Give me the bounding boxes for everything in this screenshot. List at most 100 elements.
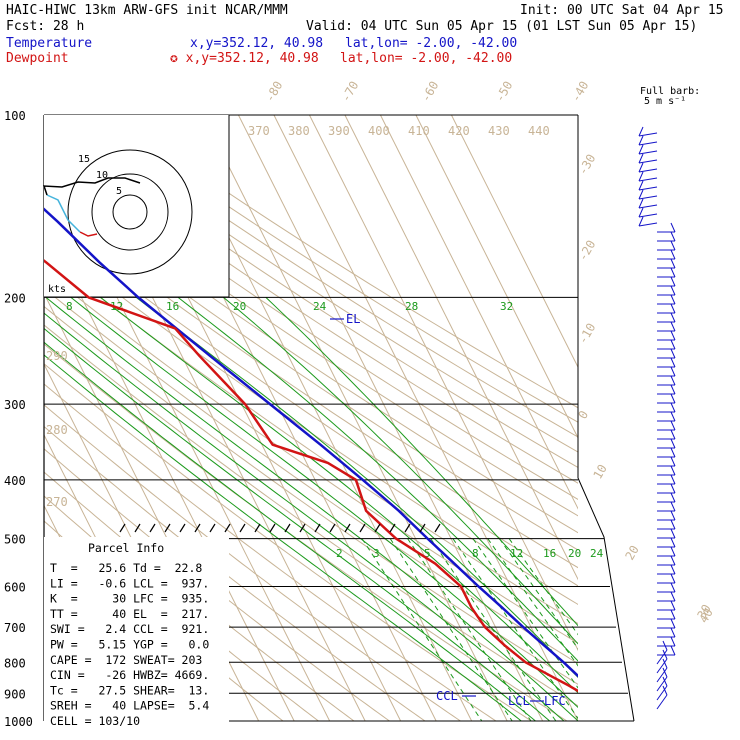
hodograph-trace-red <box>79 231 98 237</box>
parcel-markers: EL CCL LCL LFC <box>330 312 566 708</box>
tick-mark <box>284 523 291 533</box>
barb-flag <box>670 465 676 476</box>
isotherm-line <box>202 115 508 721</box>
barb-shaft <box>638 159 658 164</box>
parcel-row: CIN = -26 HWBZ= 4669. <box>50 668 209 682</box>
barb-key-line2: 5 m s⁻¹ <box>644 96 686 107</box>
barb-flag <box>670 303 676 314</box>
dry-adiabat <box>44 270 578 644</box>
barb-shaft <box>638 141 658 146</box>
pressure-label: 300 <box>4 398 26 412</box>
wind-barb <box>657 582 676 593</box>
wind-barb <box>638 162 658 173</box>
mixing-ratio-line <box>508 538 578 636</box>
barb-flag <box>670 312 676 323</box>
tick-mark <box>374 523 381 533</box>
barb-flag <box>670 321 676 332</box>
lcl-marker: LCL <box>508 694 530 708</box>
barb-flag <box>670 627 676 638</box>
theta-label: 280 <box>46 423 68 437</box>
wind-barb <box>657 393 676 404</box>
barb-flag <box>670 510 676 521</box>
barb-flag <box>670 420 676 431</box>
barb-shaft <box>656 676 668 692</box>
pressure-label: 1000 <box>4 715 33 729</box>
header-model-title: HAIC-HIWC 13km ARW-GFS init NCAR/MMM <box>6 3 288 18</box>
dry-adiabat <box>44 305 578 685</box>
isotherm-line <box>450 115 578 369</box>
parcel-row: SREH = 40 LAPSE= 5.4 <box>50 699 209 713</box>
isotherm-label: -80 <box>262 79 285 105</box>
dry-adiabat <box>44 220 578 587</box>
barb-flag <box>670 258 676 269</box>
isotherm-line <box>379 115 578 510</box>
theta-label: 290 <box>46 349 68 363</box>
tick-mark <box>149 523 156 533</box>
dry-adiabat <box>44 253 578 625</box>
wind-barb <box>657 492 676 503</box>
isotherm-line <box>273 115 578 721</box>
tick-mark <box>359 523 366 533</box>
mixing-ratio-label: 3 <box>373 547 380 560</box>
parcel-info-title: Parcel Info <box>88 541 164 555</box>
barb-flag <box>670 447 676 458</box>
wind-barb <box>657 240 676 251</box>
barb-flag <box>670 618 676 629</box>
wind-barbs <box>638 126 676 710</box>
barb-shaft <box>638 132 658 137</box>
pressure-label: 200 <box>4 291 26 305</box>
barb-shaft <box>638 204 658 209</box>
parcel-row: T = 25.6 Td = 22.8 <box>50 561 202 575</box>
barb-flag <box>662 676 668 687</box>
barb-flag <box>670 348 676 359</box>
barb-shaft <box>638 186 658 191</box>
dry-adiabat <box>44 130 578 484</box>
parcel-row: SWI = 2.4 CCL = 921. <box>50 622 209 636</box>
legend-dewpoint: Dewpoint <box>6 51 69 66</box>
mixing-ratio-label: 24 <box>590 547 604 560</box>
barb-flag <box>638 162 644 173</box>
moist-adiabat-label: 16 <box>166 300 179 313</box>
barb-flag <box>670 231 676 242</box>
barb-flag <box>670 456 676 467</box>
hodograph-trace-cyan <box>46 194 81 233</box>
barb-flag <box>670 636 676 647</box>
legend-temperature: Temperature <box>6 36 92 51</box>
wind-barb <box>657 357 676 368</box>
pressure-label: 900 <box>4 687 26 701</box>
barb-flag <box>670 357 676 368</box>
dry-adiabat <box>44 343 568 721</box>
wind-barb <box>657 429 676 440</box>
wind-barb <box>657 555 676 566</box>
wind-barb <box>656 676 668 701</box>
tick-mark <box>119 523 126 533</box>
profiles <box>44 207 578 693</box>
tick-mark <box>134 523 141 533</box>
wind-barb <box>657 222 676 233</box>
parcel-row: Tc = 27.5 SHEAR= 13. <box>50 683 209 697</box>
wind-barb <box>657 519 676 530</box>
wind-barb <box>638 153 658 164</box>
dry-adiabat <box>77 115 578 438</box>
moist-adiabat-label: 32 <box>500 300 513 313</box>
wind-barb <box>638 171 658 182</box>
wind-barb <box>657 285 676 296</box>
barb-shaft <box>656 685 668 701</box>
wind-barb <box>638 180 658 191</box>
barb-flag <box>670 222 676 233</box>
isotherm-label: -40 <box>568 79 591 105</box>
theta-label: 370 <box>248 124 270 138</box>
header-forecast-hour: Fcst: 28 h <box>6 19 84 34</box>
mixing-ratio-label: 12 <box>510 547 523 560</box>
dry-adiabat <box>44 159 578 517</box>
barb-flag <box>670 501 676 512</box>
pressure-label: 800 <box>4 656 26 670</box>
ccl-marker: CCL <box>436 689 458 703</box>
wind-barb <box>656 685 668 710</box>
barb-flag <box>670 474 676 485</box>
barb-shaft <box>638 168 658 173</box>
barb-flag <box>638 171 644 182</box>
tick-mark <box>404 523 411 533</box>
wind-barb <box>657 366 676 377</box>
